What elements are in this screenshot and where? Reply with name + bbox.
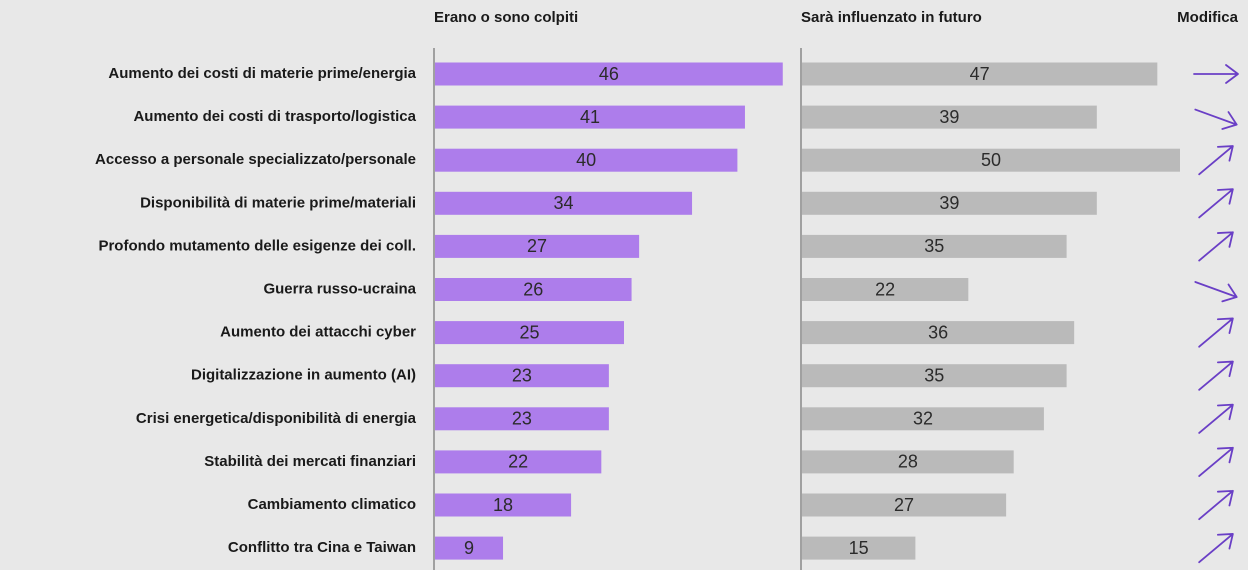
change-arrow <box>1198 489 1234 521</box>
bar <box>435 278 632 301</box>
bar <box>802 407 1044 431</box>
bar <box>435 191 693 215</box>
change-arrow-path <box>1198 188 1234 219</box>
bar <box>802 278 969 301</box>
bar <box>435 321 624 345</box>
change-arrow-path <box>1198 533 1234 564</box>
bar <box>435 105 745 129</box>
value-label: 9 <box>464 538 474 558</box>
change-arrow <box>1198 360 1234 391</box>
value-label: 27 <box>527 236 547 256</box>
bar <box>435 234 640 258</box>
change-arrow-path <box>1198 446 1234 477</box>
change-arrow-path <box>1198 360 1234 391</box>
bar <box>802 148 1180 172</box>
change-arrow <box>1198 533 1234 564</box>
series-header: Erano o sono colpiti <box>434 9 578 26</box>
value-label: 40 <box>576 150 596 170</box>
change-arrow <box>1194 281 1238 303</box>
bar <box>802 364 1067 388</box>
value-label: 25 <box>519 322 539 342</box>
category-label: Disponibilità di materie prime/materiali <box>140 194 416 211</box>
category-label: Aumento dei attacchi cyber <box>220 324 416 341</box>
value-label: 50 <box>981 150 1001 170</box>
value-label: 35 <box>924 236 944 256</box>
value-label: 27 <box>894 495 914 515</box>
bar <box>802 191 1097 215</box>
value-label: 34 <box>554 193 574 213</box>
value-label: 28 <box>898 452 918 472</box>
change-arrow <box>1198 231 1234 262</box>
value-label: 23 <box>512 365 532 385</box>
category-label: Guerra russo-ucraina <box>263 280 416 297</box>
category-label: Aumento dei costi di trasporto/logistica <box>133 108 416 125</box>
value-label: 23 <box>512 409 532 429</box>
value-label: 39 <box>939 193 959 213</box>
change-arrow <box>1193 64 1239 84</box>
change-header: Modifica <box>1177 9 1238 26</box>
change-arrow <box>1194 108 1238 130</box>
category-label: Accesso a personale specializzato/person… <box>95 151 416 168</box>
bar <box>435 62 783 86</box>
category-label: Crisi energetica/disponibilità di energi… <box>136 410 417 427</box>
category-label: Cambiamento climatico <box>248 496 416 513</box>
category-label: Stabilità dei mercati finanziari <box>204 453 416 470</box>
bar <box>435 493 572 517</box>
bar <box>802 105 1097 129</box>
value-label: 15 <box>849 538 869 558</box>
bar <box>435 364 609 388</box>
category-label: Profondo mutamento delle esigenze dei co… <box>98 237 416 254</box>
value-label: 18 <box>493 495 513 515</box>
change-arrow <box>1198 403 1234 434</box>
change-arrow <box>1198 317 1234 348</box>
bar <box>435 536 504 560</box>
value-label: 35 <box>924 365 944 385</box>
category-label: Aumento dei costi di materie prime/energ… <box>108 65 416 82</box>
value-label: 41 <box>580 107 600 127</box>
change-arrow-path <box>1198 145 1234 176</box>
bar <box>802 493 1007 517</box>
bar <box>802 321 1075 345</box>
change-arrow <box>1198 446 1234 477</box>
change-arrow-path <box>1198 317 1234 348</box>
change-arrow-path <box>1193 64 1239 84</box>
change-arrow <box>1198 145 1234 176</box>
change-arrow-path <box>1198 231 1234 262</box>
series-header: Sarà influenzato in futuro <box>801 9 982 26</box>
value-label: 39 <box>939 107 959 127</box>
change-arrow <box>1198 188 1234 219</box>
change-arrow-path <box>1198 489 1234 521</box>
value-label: 32 <box>913 409 933 429</box>
value-label: 26 <box>523 279 543 299</box>
change-arrow-path <box>1194 281 1238 303</box>
category-label: Digitalizzazione in aumento (AI) <box>191 367 416 384</box>
value-label: 36 <box>928 322 948 342</box>
bar <box>435 407 609 431</box>
bar <box>802 62 1158 86</box>
value-label: 22 <box>508 452 528 472</box>
bar <box>802 536 916 560</box>
bar <box>802 234 1067 258</box>
value-label: 47 <box>970 64 990 84</box>
value-label: 46 <box>599 64 619 84</box>
bar <box>435 148 738 172</box>
category-label: Conflitto tra Cina e Taiwan <box>228 539 416 556</box>
value-label: 22 <box>875 279 895 299</box>
change-arrow-path <box>1194 108 1238 130</box>
bar <box>435 450 602 474</box>
bar <box>802 450 1014 474</box>
change-arrow-path <box>1198 403 1234 434</box>
